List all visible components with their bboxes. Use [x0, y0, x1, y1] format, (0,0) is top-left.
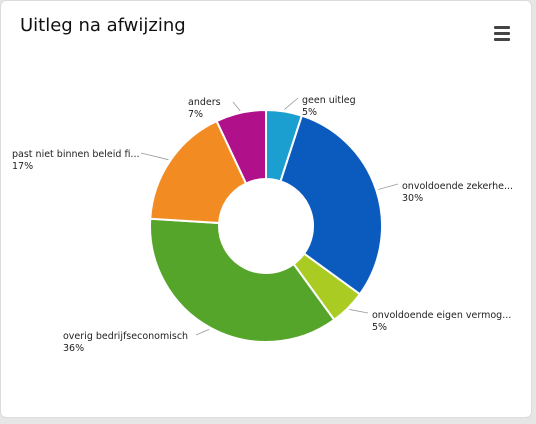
chart-title: Uitleg na afwijzing	[20, 15, 186, 36]
hamburger-menu-icon[interactable]	[492, 24, 512, 42]
slice-label: onvoldoende zekerhe...	[402, 181, 513, 192]
slice-connector	[378, 183, 399, 190]
slice-connector	[232, 101, 241, 112]
chart-card: Uitleg na afwijzing	[0, 0, 532, 418]
slice-percent: 7%	[188, 109, 203, 120]
slice-connector	[140, 152, 169, 161]
pie-slice[interactable]	[149, 119, 248, 225]
slice-label: onvoldoende eigen vermog...	[372, 310, 511, 321]
pie-slice[interactable]	[279, 114, 383, 296]
pie-slice[interactable]	[149, 217, 336, 343]
slice-percent: 17%	[12, 161, 33, 172]
slice-label: geen uitleg	[302, 95, 356, 106]
slice-label: overig bedrijfseconomisch	[63, 331, 188, 342]
slice-connector	[195, 329, 210, 336]
slice-percent: 30%	[402, 193, 423, 204]
slice-label: past niet binnen beleid fi...	[12, 149, 140, 160]
slice-percent: 5%	[302, 107, 317, 118]
slice-percent: 36%	[63, 343, 84, 354]
slice-label: anders	[188, 97, 221, 108]
slice-connector	[349, 309, 369, 314]
slice-percent: 5%	[372, 322, 387, 333]
pie-slice[interactable]	[215, 108, 267, 185]
slice-connector	[284, 97, 299, 110]
